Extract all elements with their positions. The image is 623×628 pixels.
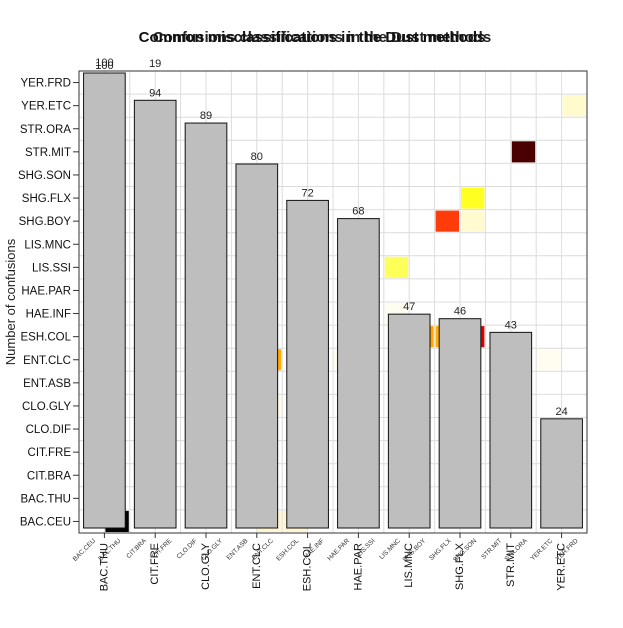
bar-value-label: 100 bbox=[95, 60, 113, 72]
y-tick-label: ENT.CLC bbox=[23, 355, 71, 367]
bar bbox=[489, 331, 533, 529]
y-tick-label: CIT.BRA bbox=[27, 470, 71, 482]
heatmap-title: Common misclassifications in the Dust me… bbox=[139, 29, 486, 46]
y-tick-label: YER.ETC bbox=[21, 101, 71, 113]
y-tick-label: SHG.BOY bbox=[19, 216, 72, 228]
bar bbox=[387, 313, 431, 529]
heatmap-cell bbox=[511, 141, 536, 163]
bar-value-label: 80 bbox=[251, 151, 263, 163]
bar-chart-title: Confusions classifications in the Dust m… bbox=[153, 29, 491, 46]
y-tick-label: LIS.SSI bbox=[32, 262, 71, 274]
bar bbox=[337, 218, 380, 529]
x-tick-label: YER.ETC bbox=[556, 543, 568, 591]
x-tick-label: ENT.CLC bbox=[251, 543, 263, 589]
y-tick-label: STR.ORA bbox=[20, 124, 71, 136]
bar bbox=[235, 163, 279, 529]
x-tick-label: BAC.THU bbox=[98, 543, 110, 591]
y-tick-label: CLO.GLY bbox=[22, 401, 71, 413]
bar-top-label: 100 bbox=[95, 57, 113, 69]
bar-value-label: 68 bbox=[352, 206, 364, 218]
bar bbox=[540, 418, 583, 529]
bar-value-label: 72 bbox=[301, 187, 313, 199]
bar-value-label: 94 bbox=[149, 87, 161, 99]
y-tick-label: ENT.ASB bbox=[23, 378, 71, 390]
x-tick-label: ESH.COL bbox=[302, 543, 314, 591]
bar bbox=[184, 122, 228, 529]
bar-value-label: 46 bbox=[454, 306, 466, 318]
bar bbox=[83, 72, 126, 529]
bar-value-label: 43 bbox=[505, 319, 517, 331]
bar bbox=[286, 199, 329, 529]
y-tick-label: CLO.DIF bbox=[26, 424, 71, 436]
y-tick-label: LIS.MNC bbox=[24, 239, 71, 251]
x-tick-label: HAE.PAR bbox=[352, 543, 364, 591]
heatmap-cell bbox=[461, 187, 485, 209]
y-tick-label: BAC.THU bbox=[21, 493, 71, 505]
heatmap-cell bbox=[537, 349, 561, 371]
plot-frame bbox=[78, 70, 588, 534]
bar-top-label: 19 bbox=[149, 58, 161, 70]
bar-value-label: 89 bbox=[200, 110, 212, 122]
y-tick-label: SHG.SON bbox=[18, 170, 71, 182]
heatmap-cell bbox=[435, 210, 459, 232]
y-tick-label: HAE.INF bbox=[26, 309, 71, 321]
heatmap-cell bbox=[562, 95, 586, 117]
x-tick-label: LIS.MNC bbox=[403, 543, 415, 588]
y-tick-label: YER.FRD bbox=[21, 78, 71, 90]
y-tick-label: STR.MIT bbox=[25, 147, 71, 159]
heatmap-cell bbox=[461, 210, 485, 232]
x-tick-label: SHG.FLX bbox=[454, 542, 466, 590]
y-tick-label: ESH.COL bbox=[21, 332, 72, 344]
heatmap-cell bbox=[384, 256, 409, 278]
bar bbox=[438, 318, 482, 529]
x-tick-label: STR.MIT bbox=[505, 543, 517, 587]
y-tick-label: CIT.FRE bbox=[28, 447, 72, 459]
y-tick-label: HAE.PAR bbox=[21, 285, 71, 297]
x-tick-label: CIT.FRE bbox=[149, 543, 161, 585]
y-tick-label: SHG.FLX bbox=[22, 193, 72, 205]
bar-value-label: 24 bbox=[555, 406, 567, 418]
x-tick-label: CLO.GLY bbox=[200, 542, 212, 590]
bar-value-label: 47 bbox=[403, 301, 415, 313]
y-axis-label: Number of confusions bbox=[3, 238, 18, 365]
bar bbox=[133, 99, 177, 529]
y-tick-label: BAC.CEU bbox=[20, 516, 71, 528]
